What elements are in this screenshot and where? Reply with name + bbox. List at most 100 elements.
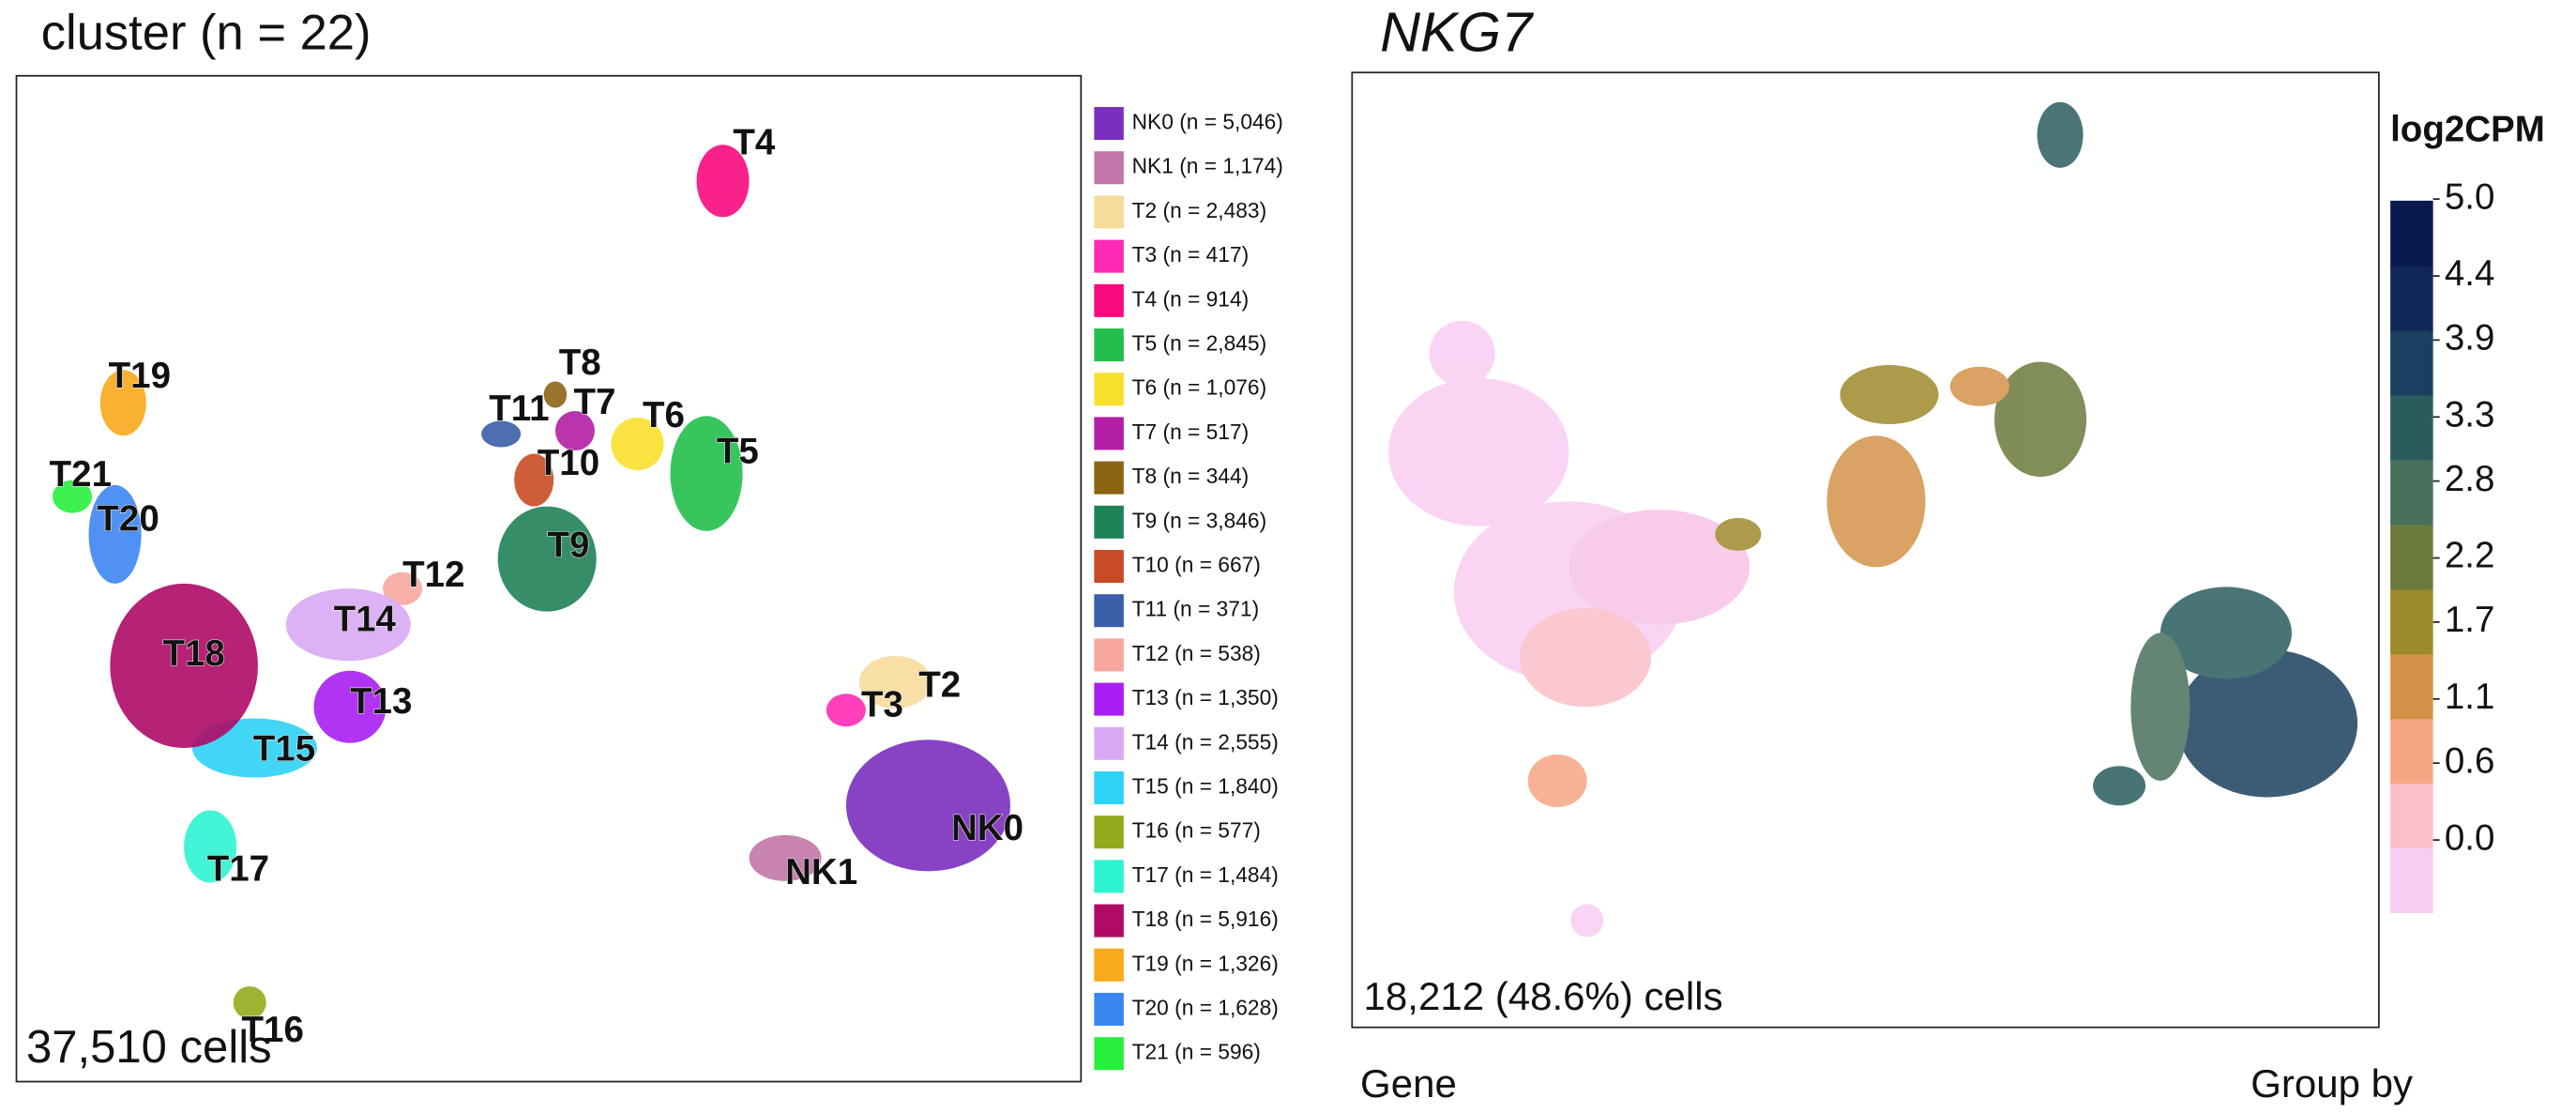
right-cell-count: 18,212 (48.6%) cells [1364,974,1723,1018]
colorbar-block [2390,783,2433,849]
left-frame [15,74,1083,1083]
legend-label: T18 (n = 5,916) [1132,907,1279,931]
cluster-label: T20 [97,499,159,540]
right-frame [1351,71,2380,1029]
cluster-blob [481,420,522,448]
blob [1429,320,1495,387]
colorbar-block [2390,718,2433,785]
cluster-label: T6 [643,395,685,435]
legend-swatch [1094,151,1124,185]
cluster-blob [858,655,932,709]
blob [1826,435,1926,568]
group-by-label[interactable]: Group by [2250,1061,2413,1105]
cluster-label: T12 [402,555,464,595]
cluster-label: T21 [50,454,112,495]
legend-label: T19 (n = 1,326) [1132,951,1279,975]
cluster-blob [285,588,411,662]
legend-label: T6 (n = 1,076) [1132,375,1267,400]
cluster-blob [826,694,866,727]
legend-swatch [1094,594,1124,628]
colorbar-block [2390,653,2433,720]
legend-label: T21 (n = 596) [1132,1040,1261,1064]
legend-label: T9 (n = 3,846) [1132,508,1267,532]
colorbar-tick-label: 5.0 [2445,176,2495,217]
cluster-label: T7 [573,382,615,422]
cluster-label: T18 [162,633,224,674]
legend-swatch [1094,770,1124,805]
legend: NK0 (n = 5,046) NK1 (n = 1,174) T2 (n = 2,… [1094,107,1283,1071]
colorbar-block [2390,394,2433,461]
colorbar-tick-label: 4.4 [2445,253,2495,294]
cluster-blob [99,370,146,436]
blob [2037,101,2084,168]
colorbar-block [2390,588,2433,655]
legend-swatch [1094,549,1124,584]
cluster-label: T17 [207,849,269,890]
cluster-blob [383,572,423,605]
cluster-label: T13 [350,681,412,722]
legend-label: T11 (n = 371) [1132,597,1260,621]
legend-swatch [1094,1037,1124,1071]
cluster-blob [88,484,142,584]
cluster-label: T15 [253,729,315,770]
legend-swatch [1094,505,1124,539]
colorbar-tick-label: 1.7 [2445,600,2495,640]
right-title: NKG7 [1380,0,1534,63]
colorbar-tick-label: 1.1 [2445,677,2495,717]
cluster-label: T8 [559,343,601,383]
blob [2176,648,2358,798]
cluster-label: NK1 [785,852,857,892]
legend-swatch [1094,107,1124,141]
colorbar-block [2390,847,2433,914]
legend-swatch [1094,638,1124,672]
blob [1387,377,1569,526]
cluster-label: T2 [918,664,961,705]
legend-swatch [1094,682,1124,716]
blob [2093,766,2146,806]
colorbar-block [2390,200,2433,267]
blob [1949,366,2009,406]
cluster-label: NK0 [951,808,1023,848]
cluster-blob [543,381,568,408]
cluster-blob [514,453,554,507]
cluster-label: T3 [861,684,903,724]
cluster-label: T11 [489,389,549,429]
legend-swatch [1094,904,1124,938]
legend-label: T2 (n = 2,483) [1132,198,1267,222]
cluster-blob [184,810,237,883]
left-cell-count: 37,510 cells [26,1022,272,1073]
legend-swatch [1094,373,1124,406]
legend-swatch [1094,195,1124,229]
cluster-blob [554,411,595,451]
legend-swatch [1094,461,1124,495]
blob [1840,364,1939,425]
legend-label: T13 (n = 1,350) [1132,685,1279,709]
legend-label: T10 (n = 667) [1132,553,1261,577]
blob [1570,904,1604,938]
legend-swatch [1094,328,1124,362]
colorbar-block [2390,524,2433,590]
cluster-label: T5 [717,432,759,472]
legend-swatch [1094,726,1124,760]
cluster-blob [749,834,822,881]
cluster-blob [670,416,743,531]
legend-label: NK0 (n = 5,046) [1132,110,1283,134]
legend-label: T7 (n = 517) [1132,419,1250,444]
colorbar-tick-label: 2.8 [2445,459,2495,499]
cluster-label: T10 [538,443,599,483]
gene-label[interactable]: Gene [1360,1061,1457,1105]
blob [1715,517,1762,551]
legend-swatch [1094,283,1124,317]
cluster-blob [845,739,1011,872]
legend-label: NK1 (n = 1,174) [1132,154,1283,178]
legend-label: T4 (n = 914) [1132,286,1250,311]
legend-label: T5 (n = 2,845) [1132,331,1267,356]
blob [1568,510,1750,625]
colorbar-tick-label: 3.3 [2445,394,2495,435]
colorbar-tick-label: 2.2 [2445,536,2495,576]
legend-swatch [1094,816,1124,849]
colorbar-tick-label: 0.0 [2445,817,2495,858]
